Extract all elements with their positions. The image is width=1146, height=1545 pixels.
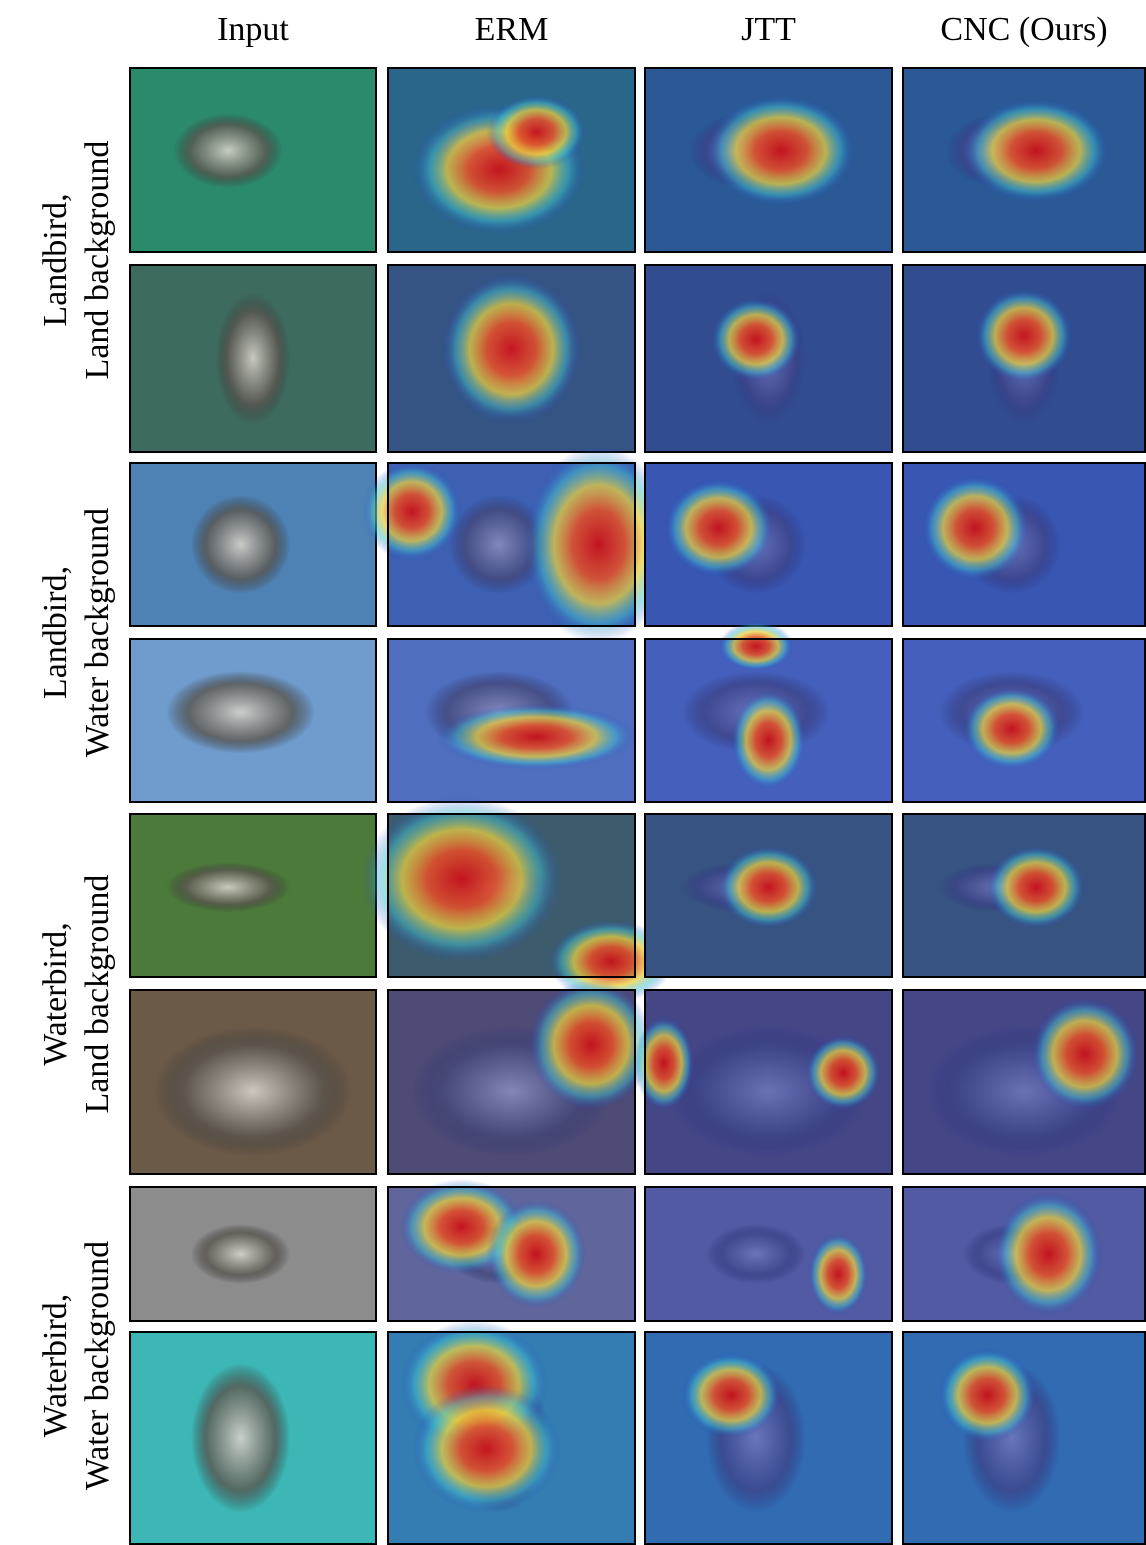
image-panel (129, 67, 377, 253)
bird-shape (191, 495, 290, 594)
bird-shape (166, 863, 290, 913)
image-panel (634, 989, 893, 1175)
bird-shape (166, 671, 315, 754)
heatmap-overlay (644, 1331, 893, 1545)
heatmap-blob (963, 99, 1109, 203)
heatmap-blob (487, 1200, 587, 1309)
image-panel (644, 813, 893, 978)
heatmap-blob (487, 95, 587, 169)
heatmap-blob (806, 1036, 881, 1110)
bird-shape (216, 292, 290, 424)
image-panel (644, 1331, 893, 1545)
bird-shape (191, 1363, 290, 1513)
heatmap-blob (719, 846, 819, 929)
row-label: Landbird, (37, 566, 74, 699)
column-header: JTT (741, 11, 796, 48)
heatmap-blob (995, 1193, 1102, 1315)
image-panel (387, 67, 636, 253)
image-panel (644, 622, 893, 804)
image-panel (902, 462, 1146, 627)
image-panel (362, 446, 673, 644)
bird-shape (191, 1224, 290, 1284)
row-label: Water background (79, 1241, 116, 1490)
heatmap-blob (1031, 998, 1138, 1110)
row-label: Landbird, (37, 193, 74, 326)
heatmap-blob (939, 1348, 1037, 1442)
heatmap-blob (731, 691, 806, 790)
image-panel (902, 1331, 1146, 1545)
image-panel (902, 638, 1146, 803)
image-panel (644, 264, 893, 453)
image-panel (387, 638, 636, 803)
image-panel (129, 264, 377, 453)
row-label: Water background (79, 508, 116, 757)
image-panel (129, 638, 377, 803)
image-panel (387, 1320, 636, 1545)
image-panel (129, 1186, 377, 1322)
image-panel (129, 989, 377, 1175)
image-panel (644, 1186, 893, 1322)
heatmap-blob (362, 462, 462, 561)
image-panel (387, 1179, 636, 1322)
page: InputERMJTTCNC (Ours)Landbird,Land backg… (0, 0, 1146, 1545)
heatmap-overlay (902, 1331, 1146, 1545)
heatmap-blob (437, 704, 636, 770)
row-label: Waterbird, (37, 922, 74, 1066)
heatmap-blob (634, 1017, 694, 1110)
image-panel (902, 813, 1146, 978)
row-label: Waterbird, (37, 1294, 74, 1438)
image-panel (644, 67, 893, 253)
heatmap-blob (922, 475, 1029, 581)
bird-shape (154, 1026, 352, 1156)
column-header: CNC (Ours) (940, 11, 1107, 48)
heatmap-blob (963, 688, 1061, 771)
heatmap-blob (412, 1385, 561, 1513)
heatmap-blob (711, 298, 801, 381)
image-panel (902, 1186, 1146, 1322)
image-panel (387, 980, 653, 1175)
heatmap-blob (664, 479, 774, 578)
heatmap-blob (987, 846, 1085, 929)
row-label: Land background (79, 141, 116, 380)
bird-shape (174, 114, 283, 188)
image-panel (362, 797, 673, 1003)
figure: InputERMJTTCNC (Ours)Landbird,Land backg… (0, 0, 1146, 1545)
heatmap-blob (808, 1234, 868, 1316)
image-panel (644, 462, 893, 627)
row-label: Land background (79, 875, 116, 1114)
column-header: ERM (475, 11, 549, 48)
image-panel (129, 1331, 377, 1545)
heatmap-blob (706, 95, 855, 207)
image-panel (902, 67, 1146, 253)
heatmap-blob (681, 1352, 781, 1438)
heatmap-blob (362, 797, 561, 962)
image-panel (902, 264, 1146, 453)
column-header: Input (217, 11, 289, 48)
image-panel (902, 989, 1146, 1175)
image-panel (387, 264, 636, 453)
image-panel (129, 462, 377, 627)
heatmap-blob (719, 622, 794, 672)
heatmap-blob (975, 289, 1073, 384)
image-panel (129, 813, 377, 978)
heatmap-blob (442, 273, 581, 424)
